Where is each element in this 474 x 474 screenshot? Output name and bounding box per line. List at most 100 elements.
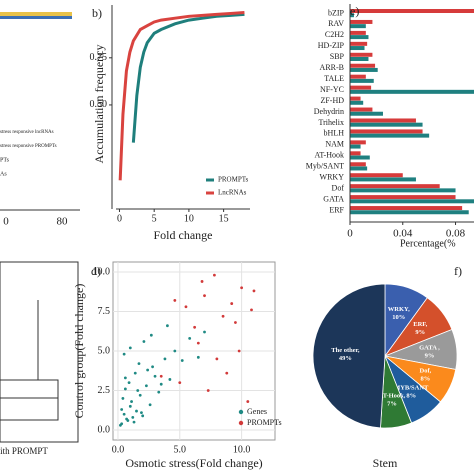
- bar: [350, 89, 474, 94]
- category-label: Dehydrin: [314, 107, 344, 116]
- point: [200, 280, 204, 283]
- bar: [350, 155, 370, 160]
- category-label: GATA: [323, 194, 344, 203]
- point: [180, 359, 184, 362]
- legend-label: PROMPTs: [218, 176, 249, 184]
- x-tick-label: 10.0: [233, 444, 251, 455]
- x-axis-label: Percentage(%: [400, 238, 456, 249]
- panel-label: d): [91, 264, 101, 278]
- x-axis-label: Fold change: [154, 228, 213, 242]
- point: [146, 368, 150, 372]
- bar: [350, 177, 416, 182]
- point: [173, 349, 177, 353]
- x-tick-label: 15: [219, 213, 229, 224]
- point: [221, 314, 225, 318]
- point: [119, 423, 122, 427]
- category-label: RAV: [328, 19, 344, 28]
- point: [130, 400, 133, 403]
- category-label: ZF-HD: [320, 96, 344, 105]
- point: [213, 273, 216, 277]
- panel-c-fragment: ith PROMPT: [0, 261, 79, 456]
- category-label: NF-YC: [320, 85, 344, 94]
- bar: [350, 188, 456, 193]
- tick-label: 0: [3, 216, 9, 228]
- y-tick-label: 10.0: [93, 266, 111, 277]
- bar: [350, 206, 463, 211]
- legend-text: As: [0, 171, 7, 177]
- category-label: HD-ZIP: [318, 41, 345, 50]
- line-fragment: [0, 12, 72, 16]
- slice-label: WRKY,: [388, 306, 410, 313]
- bar: [350, 107, 373, 112]
- legend-label: Genes: [247, 407, 267, 416]
- category-label: Dof: [332, 183, 345, 192]
- bar: [350, 195, 456, 200]
- slice-label: Dof,: [420, 367, 432, 374]
- point: [193, 325, 197, 329]
- bar: [350, 118, 416, 123]
- point: [121, 397, 125, 400]
- slice-value: 8%: [406, 393, 416, 400]
- bar: [350, 129, 423, 134]
- chart-title: Stem: [373, 456, 398, 470]
- x-tick-label: 0.08: [446, 228, 466, 240]
- line: [118, 11, 245, 181]
- y-axis-label: Control group(Fold change): [72, 284, 86, 419]
- point: [240, 286, 244, 290]
- x-tick-label: 5.0: [174, 444, 187, 455]
- point: [188, 336, 192, 340]
- bar: [350, 52, 373, 57]
- category-label: NAM: [325, 140, 344, 149]
- line-fragment: [0, 16, 72, 19]
- category-label: bHLH: [324, 129, 345, 138]
- point: [149, 333, 153, 337]
- panel-label: e): [350, 4, 359, 18]
- point: [166, 324, 169, 328]
- x-tick-label: 5: [152, 213, 157, 224]
- legend-text: PTs: [0, 157, 10, 163]
- panel-label: b): [92, 6, 102, 20]
- x-tick-label: 0.0: [112, 444, 125, 455]
- point: [163, 357, 167, 361]
- category-label: bZIP: [328, 8, 345, 17]
- slice-value: 49%: [339, 355, 352, 362]
- bar: [350, 96, 361, 101]
- bar: [350, 74, 366, 79]
- x-tick-label: 0: [117, 213, 122, 224]
- legend-swatch: [238, 409, 244, 415]
- bar: [350, 133, 430, 138]
- point: [148, 403, 152, 407]
- bar: [350, 30, 366, 35]
- slice-value: 9%: [415, 329, 425, 336]
- y-tick-label: 0.75: [90, 52, 108, 63]
- x-tick-label: 0.04: [393, 228, 413, 240]
- point: [137, 362, 141, 366]
- point: [128, 346, 132, 350]
- slice-value: 7%: [387, 401, 397, 408]
- box: [0, 379, 59, 421]
- point: [151, 365, 154, 369]
- category-label: C2H2: [325, 30, 344, 39]
- pie-slice: [312, 283, 386, 429]
- point: [196, 355, 200, 359]
- slice-value: 9%: [425, 352, 435, 359]
- slice-label: MYB/SANT: [394, 385, 429, 392]
- point: [132, 420, 136, 424]
- legend-text: stress responsive lncRNAs: [0, 130, 54, 135]
- bar: [350, 122, 423, 127]
- point: [203, 294, 206, 298]
- legend-text: stress responsive PROMPTs: [0, 144, 57, 149]
- bar: [350, 210, 469, 215]
- bar: [350, 85, 372, 90]
- point: [136, 389, 140, 392]
- point: [140, 411, 143, 415]
- bar: [350, 199, 474, 204]
- x-axis-label: Osmotic stress(Fold change): [125, 456, 262, 470]
- bar: [350, 151, 361, 156]
- category-label: AT-Hook: [315, 151, 344, 160]
- point: [123, 376, 127, 380]
- point: [125, 417, 129, 421]
- bar: [350, 100, 364, 105]
- point: [173, 299, 177, 302]
